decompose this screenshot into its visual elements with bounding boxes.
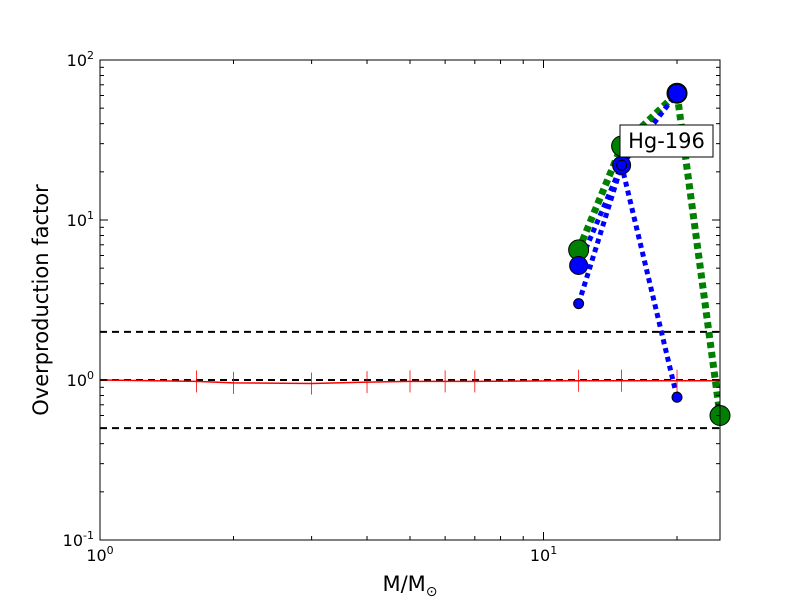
x-tick-label: 100 xyxy=(86,544,113,565)
x-tick-label: 101 xyxy=(530,544,557,565)
annotation-label: Hg-196 xyxy=(628,129,705,153)
data-point xyxy=(569,255,589,275)
y-tick-label: 102 xyxy=(67,49,94,70)
data-point xyxy=(573,298,585,310)
y-tick-label: 10-1 xyxy=(63,529,94,550)
series-line xyxy=(100,379,720,385)
annotation-box xyxy=(619,124,714,158)
series-line xyxy=(575,85,720,416)
x-axis-label: M/M⊙ xyxy=(382,572,437,600)
data-point xyxy=(667,83,687,103)
y-axis-label: Overproduction factor xyxy=(29,184,53,416)
data-point xyxy=(616,159,628,171)
data-point xyxy=(671,391,683,403)
y-tick-label: 101 xyxy=(67,209,94,230)
y-tick-label: 100 xyxy=(67,369,94,390)
